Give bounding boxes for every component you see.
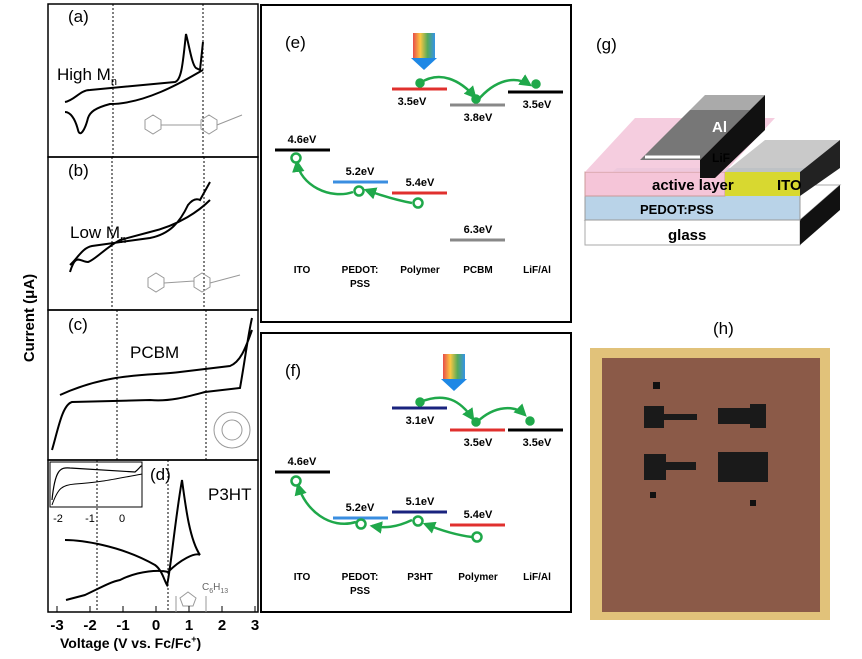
x-tick-label: -3 — [50, 617, 63, 634]
energy-label: 3.5eV — [523, 99, 552, 111]
energy-label: 3.5eV — [464, 437, 493, 449]
x-tick-label: 0 — [152, 617, 160, 634]
x-tick-label: 3 — [251, 617, 259, 634]
annotation: High Mn — [57, 65, 117, 88]
energy-label: 4.6eV — [288, 134, 317, 146]
panel-label: (a) — [68, 7, 89, 26]
texts-f: 4.6eV 5.2eV 5.1eV 5.4eV 3.1eV 3.5eV 3.5e… — [288, 415, 552, 597]
annotation: P3HT — [208, 485, 251, 504]
material-label: Polymer — [458, 572, 498, 583]
formula-part: H — [213, 582, 220, 593]
x-axis-label: Voltage (V vs. Fc/Fc+) — [60, 634, 201, 651]
x-tick-label: 2 — [218, 617, 226, 634]
energy-label: 3.5eV — [523, 437, 552, 449]
material-label: ITO — [294, 265, 311, 276]
energy-label: 6.3eV — [464, 224, 493, 236]
formula-part: C — [202, 582, 209, 593]
cv-figure — [48, 4, 258, 612]
panel-label: (e) — [285, 33, 306, 52]
panel-label: (d) — [150, 465, 171, 484]
x-label-end: ) — [197, 635, 202, 651]
material-label: PSS — [350, 586, 370, 597]
structure-formula: C6H13 — [202, 582, 228, 595]
formula-part: 13 — [220, 588, 228, 595]
material-label: ITO — [294, 572, 311, 583]
x-tick-label: 1 — [185, 617, 193, 634]
material-label: Polymer — [400, 265, 440, 276]
material-label: LiF/Al — [523, 265, 551, 276]
panel-label: (b) — [68, 161, 89, 180]
annotation: PCBM — [130, 343, 179, 362]
inset-tick: -1 — [85, 513, 95, 525]
cv-texts: (a) High Mn (b) Low Mn (c) PCBM (d) P3HT… — [21, 7, 259, 651]
layer-label: active layer — [652, 177, 734, 194]
layer-label: PEDOT:PSS — [640, 202, 714, 217]
layer-label: LiF — [712, 151, 730, 165]
annotation-sub: n — [111, 76, 117, 88]
material-label: P3HT — [407, 572, 433, 583]
energy-label: 3.5eV — [398, 96, 427, 108]
material-label: LiF/Al — [523, 572, 551, 583]
material-label: PEDOT: — [342, 265, 379, 276]
panel-label: (h) — [713, 319, 734, 338]
x-tick-label: -2 — [83, 617, 96, 634]
energy-label: 3.1eV — [406, 415, 435, 427]
annotation-text: Low M — [70, 223, 120, 242]
x-label-text: Voltage (V vs. Fc/Fc — [60, 635, 191, 651]
y-axis-label: Current (μA) — [21, 274, 38, 362]
annotation-text: High M — [57, 65, 111, 84]
annotation-sub: n — [120, 234, 126, 246]
device-stack — [585, 95, 840, 245]
figure: (a) High Mn (b) Low Mn (c) PCBM (d) P3HT… — [0, 0, 862, 654]
x-tick-label: -1 — [116, 617, 129, 634]
sun-arrows — [441, 354, 467, 391]
sun-arrows — [411, 33, 437, 70]
panel-label: (c) — [68, 315, 88, 334]
panel-label: (g) — [596, 35, 617, 54]
energy-label: 5.4eV — [464, 509, 493, 521]
x-ticks: -3 -2 -1 0 1 2 3 — [50, 606, 259, 634]
layer-label: ITO — [777, 177, 802, 194]
energy-label: 5.1eV — [406, 496, 435, 508]
layer-label: glass — [668, 227, 706, 244]
energy-label: 3.8eV — [464, 112, 493, 124]
panel-label: (f) — [285, 361, 301, 380]
levels-e — [275, 89, 563, 240]
device-photo — [590, 348, 830, 620]
energy-label: 5.2eV — [346, 502, 375, 514]
material-label: PEDOT: — [342, 572, 379, 583]
energy-label: 5.2eV — [346, 166, 375, 178]
material-label: PCBM — [463, 265, 492, 276]
inset-tick: -2 — [53, 513, 63, 525]
energy-label: 4.6eV — [288, 456, 317, 468]
inset-tick: 0 — [119, 513, 125, 525]
layer-label: Al — [712, 119, 727, 136]
energy-label: 5.4eV — [406, 177, 435, 189]
material-label: PSS — [350, 279, 370, 290]
